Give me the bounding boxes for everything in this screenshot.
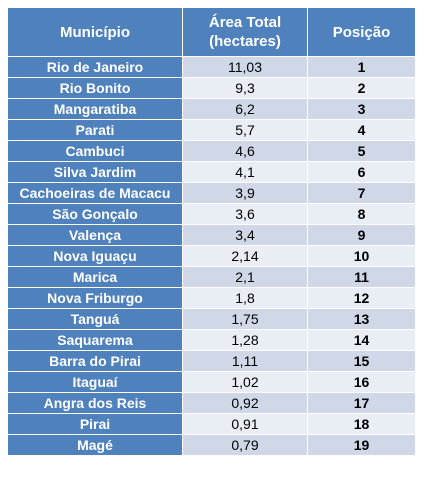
posicao-cell: 5 — [307, 140, 416, 162]
table-row: Saquarema 1,28 14 — [7, 329, 416, 351]
table-row: Mangaratiba 6,2 3 — [7, 98, 416, 120]
area-cell: 2,14 — [182, 245, 308, 267]
area-cell: 11,03 — [182, 56, 308, 78]
posicao-cell: 10 — [307, 245, 416, 267]
table-row: Barra do Pirai 1,11 15 — [7, 350, 416, 372]
table-row: Itaguaí 1,02 16 — [7, 371, 416, 393]
posicao-cell: 13 — [307, 308, 416, 330]
table-row: Silva Jardim 4,1 6 — [7, 161, 416, 183]
posicao-cell: 9 — [307, 224, 416, 246]
table-row: Rio de Janeiro 11,03 1 — [7, 56, 416, 78]
area-cell: 5,7 — [182, 119, 308, 141]
posicao-cell: 15 — [307, 350, 416, 372]
municipio-cell: Rio de Janeiro — [7, 56, 183, 78]
posicao-cell: 1 — [307, 56, 416, 78]
area-cell: 6,2 — [182, 98, 308, 120]
table-row: Cachoeiras de Macacu 3,9 7 — [7, 182, 416, 204]
municipio-cell: Saquarema — [7, 329, 183, 351]
table-row: Magé 0,79 19 — [7, 434, 416, 456]
area-cell: 1,11 — [182, 350, 308, 372]
header-area-total: Área Total (hectares) — [182, 7, 308, 57]
municipio-cell: Rio Bonito — [7, 77, 183, 99]
header-municipio: Município — [7, 7, 183, 57]
area-cell: 3,9 — [182, 182, 308, 204]
municipality-area-table: Município Área Total (hectares) Posição … — [7, 7, 416, 456]
municipio-cell: Tanguá — [7, 308, 183, 330]
municipio-cell: São Gonçalo — [7, 203, 183, 225]
municipio-cell: Angra dos Reis — [7, 392, 183, 414]
area-cell: 9,3 — [182, 77, 308, 99]
table-header: Município Área Total (hectares) Posição — [7, 7, 416, 57]
municipio-cell: Mangaratiba — [7, 98, 183, 120]
municipio-cell: Magé — [7, 434, 183, 456]
table-row: Tanguá 1,75 13 — [7, 308, 416, 330]
area-cell: 4,6 — [182, 140, 308, 162]
area-cell: 1,75 — [182, 308, 308, 330]
table-row: Pirai 0,91 18 — [7, 413, 416, 435]
posicao-cell: 3 — [307, 98, 416, 120]
header-area-total-text: Área Total (hectares) — [208, 14, 282, 50]
area-cell: 1,8 — [182, 287, 308, 309]
municipio-cell: Silva Jardim — [7, 161, 183, 183]
municipio-cell: Parati — [7, 119, 183, 141]
header-row: Município Área Total (hectares) Posição — [7, 7, 416, 57]
posicao-cell: 17 — [307, 392, 416, 414]
table-row: Valença 3,4 9 — [7, 224, 416, 246]
municipio-cell: Cambuci — [7, 140, 183, 162]
area-cell: 1,02 — [182, 371, 308, 393]
table-row: Rio Bonito 9,3 2 — [7, 77, 416, 99]
posicao-cell: 18 — [307, 413, 416, 435]
posicao-cell: 8 — [307, 203, 416, 225]
header-posicao: Posição — [307, 7, 416, 57]
table-row: Parati 5,7 4 — [7, 119, 416, 141]
municipio-cell: Nova Friburgo — [7, 287, 183, 309]
area-cell: 4,1 — [182, 161, 308, 183]
area-cell: 3,4 — [182, 224, 308, 246]
municipio-cell: Marica — [7, 266, 183, 288]
table-row: Angra dos Reis 0,92 17 — [7, 392, 416, 414]
posicao-cell: 11 — [307, 266, 416, 288]
table-row: Cambuci 4,6 5 — [7, 140, 416, 162]
table-row: São Gonçalo 3,6 8 — [7, 203, 416, 225]
area-cell: 0,91 — [182, 413, 308, 435]
municipio-cell: Itaguaí — [7, 371, 183, 393]
area-cell: 0,79 — [182, 434, 308, 456]
posicao-cell: 12 — [307, 287, 416, 309]
area-cell: 3,6 — [182, 203, 308, 225]
municipio-cell: Cachoeiras de Macacu — [7, 182, 183, 204]
table-row: Marica 2,1 11 — [7, 266, 416, 288]
posicao-cell: 2 — [307, 77, 416, 99]
table-body: Rio de Janeiro 11,03 1 Rio Bonito 9,3 2 Mangar… — [7, 56, 416, 456]
area-cell: 2,1 — [182, 266, 308, 288]
posicao-cell: 16 — [307, 371, 416, 393]
posicao-cell: 19 — [307, 434, 416, 456]
table-row: Nova Friburgo 1,8 12 — [7, 287, 416, 309]
area-cell: 1,28 — [182, 329, 308, 351]
municipio-cell: Barra do Pirai — [7, 350, 183, 372]
posicao-cell: 4 — [307, 119, 416, 141]
table-row: Nova Iguaçu 2,14 10 — [7, 245, 416, 267]
posicao-cell: 7 — [307, 182, 416, 204]
municipio-cell: Valença — [7, 224, 183, 246]
municipio-cell: Nova Iguaçu — [7, 245, 183, 267]
municipio-cell: Pirai — [7, 413, 183, 435]
area-cell: 0,92 — [182, 392, 308, 414]
posicao-cell: 14 — [307, 329, 416, 351]
posicao-cell: 6 — [307, 161, 416, 183]
